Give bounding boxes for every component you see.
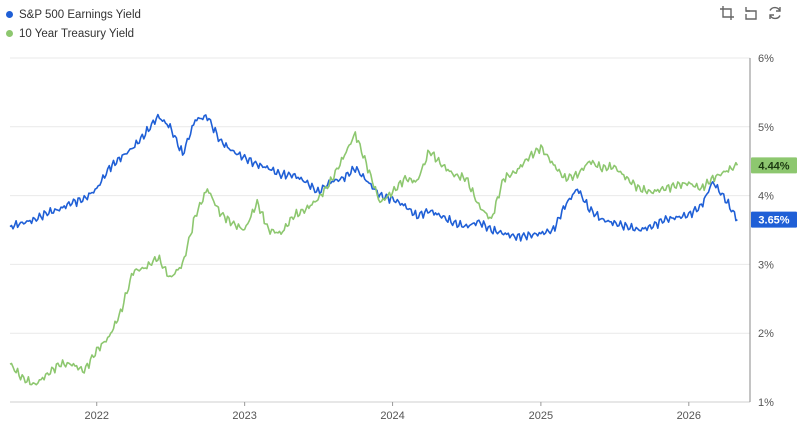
- x-tick-label: 2024: [380, 410, 404, 422]
- last-value-label: 4.44%: [758, 160, 789, 172]
- y-tick-label: 1%: [758, 397, 774, 409]
- legend-dot-treasury-yield: [6, 30, 13, 37]
- legend-label-treasury-yield: 10 Year Treasury Yield: [19, 27, 135, 40]
- y-tick-label: 2%: [758, 328, 774, 340]
- crop-button[interactable]: [718, 4, 736, 22]
- legend-dot-earnings-yield: [6, 11, 13, 18]
- x-tick-label: 2026: [677, 410, 701, 422]
- series-line-treasury-yield[interactable]: [9, 131, 739, 386]
- legend-label-earnings-yield: S&P 500 Earnings Yield: [19, 8, 141, 21]
- last-value-label: 3.65%: [758, 215, 789, 227]
- y-tick-label: 6%: [758, 53, 774, 65]
- y-tick-label: 3%: [758, 259, 774, 271]
- series-lines: [9, 113, 739, 386]
- refresh-icon: [769, 6, 781, 20]
- refresh-button[interactable]: [766, 4, 784, 22]
- last-value-labels: 3.65% 4.44%: [751, 157, 797, 228]
- last-value-badge-earnings-yield: 3.65%: [751, 211, 797, 228]
- y-tick-label: 5%: [758, 122, 774, 134]
- grid-lines: [10, 57, 750, 334]
- undo-icon: [745, 7, 757, 20]
- legend: S&P 500 Earnings Yield 10 Year Treasury …: [6, 5, 141, 43]
- undo-button[interactable]: [742, 4, 760, 22]
- last-value-badge-bg: [751, 211, 797, 228]
- last-value-badge-bg: [751, 157, 797, 174]
- series-line-earnings-yield[interactable]: [9, 113, 738, 242]
- legend-item-earnings-yield[interactable]: S&P 500 Earnings Yield: [6, 5, 141, 24]
- x-tick-label: 2025: [529, 410, 553, 422]
- axes: 1% 2% 3% 4% 5% 6% 2022 2023 2024 2025 2026: [10, 53, 774, 422]
- x-tick-label: 2023: [232, 410, 256, 422]
- last-value-badge-treasury-yield: 4.44%: [751, 157, 797, 174]
- crop-icon: [720, 6, 734, 20]
- legend-item-treasury-yield[interactable]: 10 Year Treasury Yield: [6, 24, 141, 43]
- y-tick-label: 4%: [758, 191, 774, 203]
- chart-toolbar: [718, 4, 784, 22]
- x-tick-label: 2022: [84, 410, 108, 422]
